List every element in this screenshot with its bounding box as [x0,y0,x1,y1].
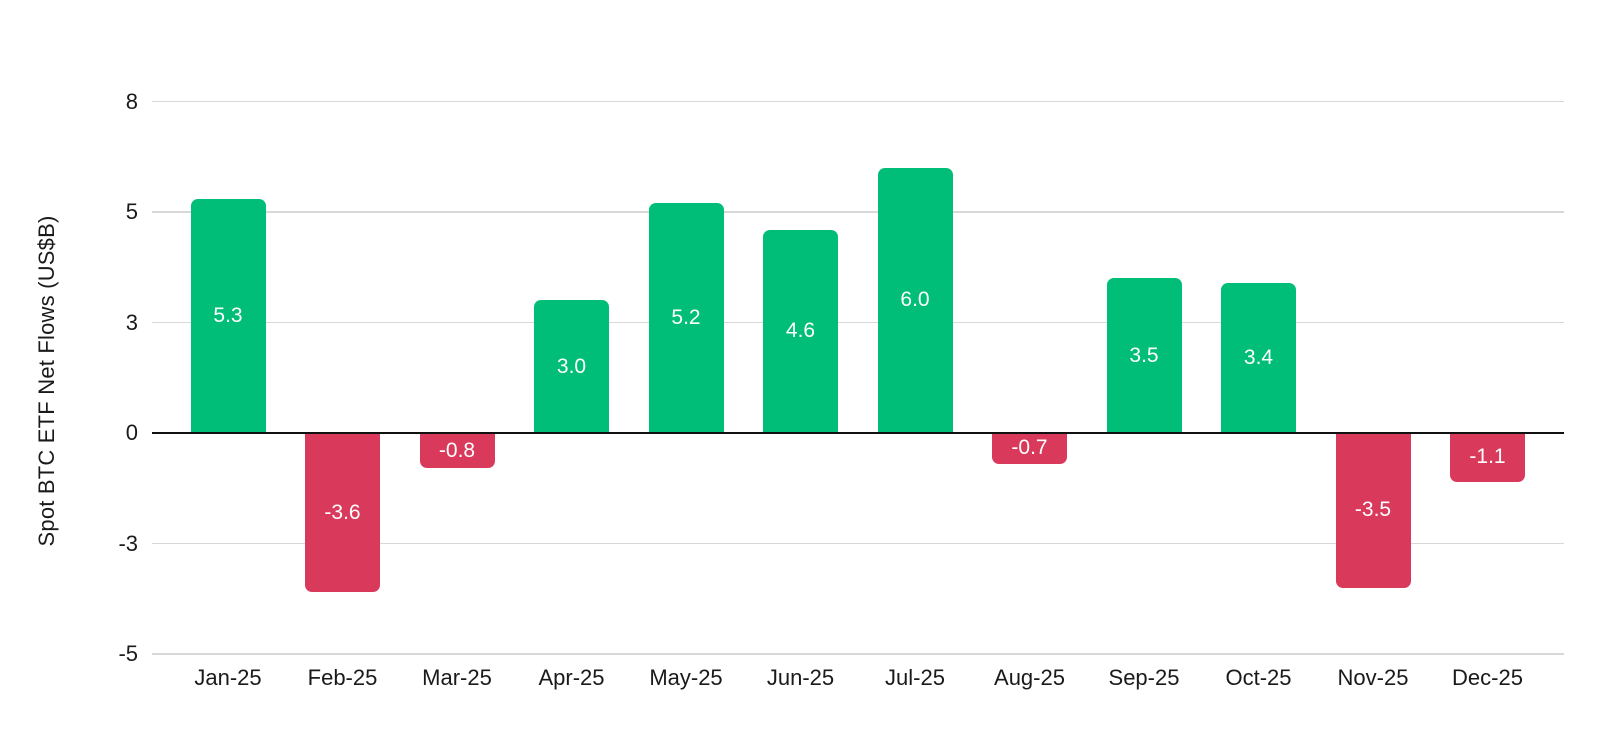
x-axis-label-mar-25: Mar-25 [422,665,492,690]
gridline [152,100,1564,103]
bar-oct-25[interactable] [1221,282,1296,433]
bar-jun-25[interactable] [763,229,838,433]
bar-value-label: -1.1 [1469,445,1506,469]
gridline [152,211,1564,213]
bar-dec-25[interactable] [1450,433,1525,482]
y-axis-title: Spot BTC ETF Net Flows (US$B) [34,215,59,547]
bar-mar-25[interactable] [419,433,495,469]
x-axis-label-oct-25: Oct-25 [1225,665,1292,690]
bar-value-label: -0.7 [1011,436,1048,460]
x-axis-label-may-25: May-25 [649,665,723,690]
x-axis-label-dec-25: Dec-25 [1452,665,1523,690]
bar-value-label: -3.5 [1354,498,1392,522]
bar-value-label: 5.2 [671,306,701,330]
zero-line [152,432,1564,434]
x-axis-label-jun-25: Jun-25 [766,665,835,690]
x-axis-label-apr-25: Apr-25 [538,665,605,690]
y-axis-tick-label: -5 [118,641,138,666]
gridline [152,653,1564,655]
bar-value-label: -0.8 [438,438,476,462]
y-axis-tick-label: -3 [118,530,138,556]
bar-sep-25[interactable] [1106,278,1182,433]
bar-apr-25[interactable] [534,300,609,433]
x-axis-label-sep-25: Sep-25 [1108,665,1180,690]
bar-jul-25[interactable] [877,167,953,433]
bar-may-25[interactable] [648,203,724,433]
bar-value-label: -3.6 [324,500,361,524]
y-axis-tick-label: 0 [125,420,138,445]
bar-jan-25[interactable] [190,198,266,433]
bar-value-label: 4.6 [785,319,816,343]
bar-value-label: 3.4 [1243,345,1274,369]
y-axis-tick-label: 3 [125,309,138,335]
y-axis-tick-label: 5 [125,199,138,224]
bar-value-label: 3.5 [1129,343,1159,367]
plot-area: 5.3 Jan-25 -3.6 Feb-25 -0.8 Mar-25 3.0 Apr-25 5.… [152,0,1564,729]
bar-nov-25[interactable] [1335,433,1411,588]
bar-value-label: 3.0 [556,354,587,378]
x-axis-label-feb-25: Feb-25 [307,665,378,690]
gridline [152,542,1564,545]
gridline [152,321,1564,324]
x-axis-label-nov-25: Nov-25 [1337,665,1409,690]
x-axis-label-jan-25: Jan-25 [194,665,262,690]
bar-feb-25[interactable] [305,433,380,593]
x-axis-label-jul-25: Jul-25 [885,665,945,690]
bar-value-label: 6.0 [900,288,930,312]
y-axis-tick-label: 8 [125,88,138,114]
bar-aug-25[interactable] [992,433,1067,464]
x-axis-label-aug-25: Aug-25 [994,665,1065,690]
bar-value-label: 5.3 [213,303,243,327]
